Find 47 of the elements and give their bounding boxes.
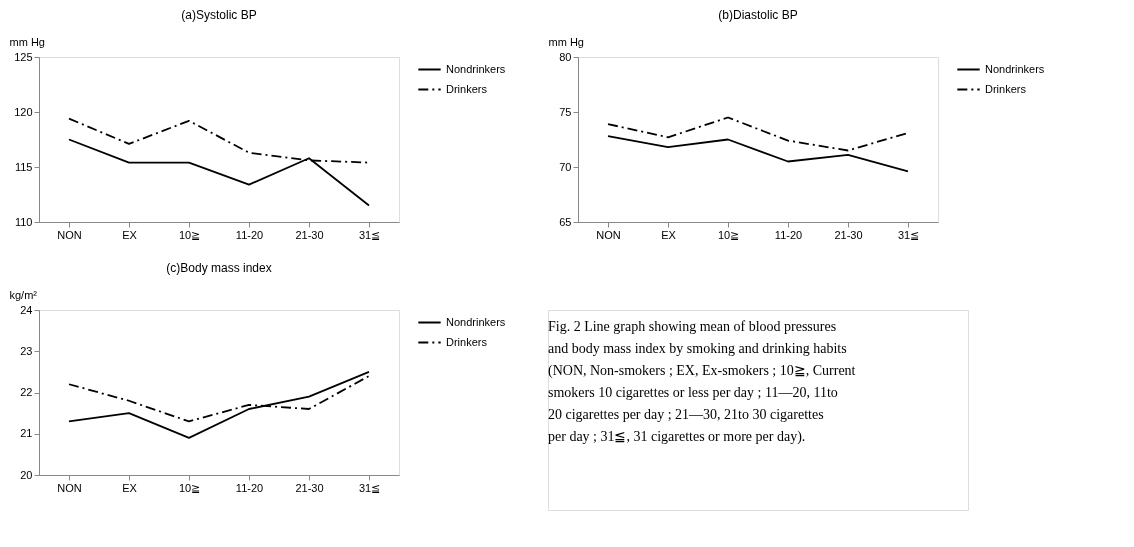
y-tick-label: 20 [20, 468, 33, 481]
x-tick-label: 31≦ [358, 481, 381, 494]
x-tick-label: 10≧ [178, 481, 201, 494]
y-tick-label: 24 [20, 303, 33, 316]
caption: Fig. 2 Line graph showing mean of blood pressures and body mass index by smoking and drinking habits (NON, Non-smokers ; EX, Ex-smokers ; 10≧, Current smokers 10 cigarettes or less per day ; 11—20, 11to 20 cigarettes per day ; 21—30, 21to 30 cigarettes per day ; 31≦, 31 cigarettes or more per day). [548, 319, 856, 445]
y-axis-title: mm Hg [9, 35, 45, 48]
y-tick-label: 115 [14, 160, 33, 173]
legend-label: Nondrinkers [985, 62, 1045, 75]
x-tick-label: 10≧ [178, 228, 201, 241]
x-tick-label: 11-20 [235, 481, 264, 494]
y-tick-label: 23 [20, 344, 33, 357]
x-tick-label: 10≧ [717, 228, 740, 241]
y-tick-label: 75 [559, 105, 572, 118]
y-tick-label: 70 [559, 160, 572, 173]
legend-label: Nondrinkers [446, 315, 506, 328]
x-tick-label: 21-30 [295, 481, 324, 494]
chart-title: (c)Body mass index [166, 261, 272, 275]
x-tick-label: NON [596, 228, 621, 241]
legend-label: Drinkers [446, 335, 488, 348]
x-tick-label: 11-20 [774, 228, 803, 241]
x-tick-label: EX [661, 228, 677, 241]
chart-title: (a)Systolic BP [181, 8, 257, 22]
legend-label: Nondrinkers [446, 62, 506, 75]
y-tick-label: 22 [20, 386, 33, 398]
y-tick-label: 125 [14, 50, 33, 63]
x-tick-label: EX [122, 228, 138, 241]
line-series [607, 135, 909, 173]
x-tick-label: 31≦ [897, 228, 920, 241]
x-tick-label: NON [57, 481, 82, 494]
y-axis-title: kg/m² [9, 288, 38, 301]
legend-label: Drinkers [446, 82, 488, 95]
y-tick-label: 110 [14, 215, 33, 228]
y-axis-title: mm Hg [548, 35, 584, 48]
chart-title: (b)Diastolic BP [718, 8, 798, 22]
x-tick-label: 21-30 [834, 228, 863, 241]
line-series [68, 370, 370, 439]
x-tick-label: NON [57, 228, 82, 241]
x-tick-label: 31≦ [358, 228, 381, 241]
y-tick-label: 65 [559, 215, 572, 228]
y-tick-label: 21 [20, 427, 33, 440]
x-tick-label: EX [122, 481, 138, 494]
legend-label: Drinkers [985, 82, 1027, 95]
y-tick-label: 80 [559, 50, 572, 63]
x-tick-label: 11-20 [235, 228, 264, 241]
line-series [607, 116, 909, 152]
y-tick-label: 120 [14, 105, 33, 118]
x-tick-label: 21-30 [295, 228, 324, 241]
